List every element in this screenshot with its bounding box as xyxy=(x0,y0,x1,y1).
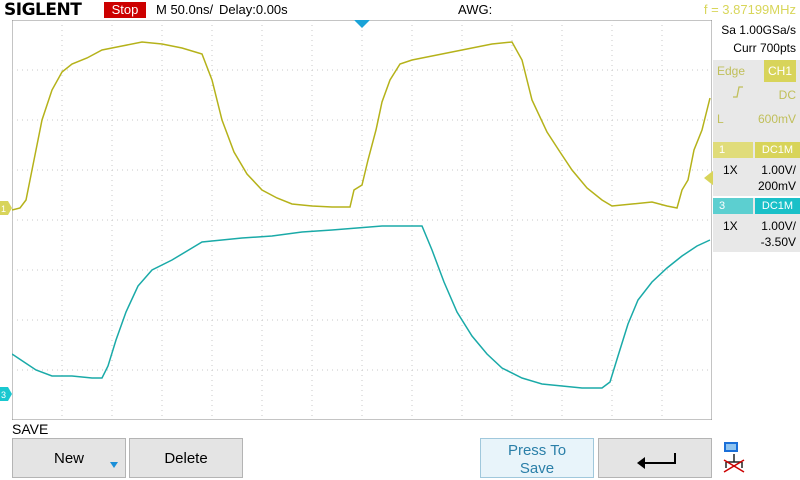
new-button[interactable]: New xyxy=(12,438,126,478)
brand-logo: SIGLENT xyxy=(4,0,82,20)
ch1-ground-marker[interactable]: 1 xyxy=(0,201,12,215)
ch3-coupling: DC1M xyxy=(755,198,800,214)
rising-edge-icon xyxy=(733,84,743,106)
trigger-source: CH1 xyxy=(763,60,796,82)
ch1-waveform xyxy=(12,41,711,211)
side-panel: Sa 1.00GSa/s Curr 700pts Edge CH1 DC L 6… xyxy=(713,20,800,420)
ch3-info[interactable]: 3 DC1M 1X 1.00V/ -3.50V xyxy=(713,198,800,252)
back-button[interactable] xyxy=(598,438,712,478)
svg-text:3: 3 xyxy=(1,390,6,400)
awg-readout: AWG: xyxy=(458,2,493,17)
ch3-waveform xyxy=(12,225,711,389)
delete-label: Delete xyxy=(164,450,208,467)
ch1-coupling: DC1M xyxy=(755,142,800,158)
trigger-type: Edge xyxy=(717,64,746,78)
press-to-save-line1: Press To xyxy=(507,442,567,459)
trigger-panel[interactable]: Edge CH1 DC L 600mV xyxy=(713,60,800,152)
press-to-save-button[interactable]: Press To Save xyxy=(480,438,594,478)
ch1-offset: 200mV xyxy=(757,179,796,193)
ch1-probe: 1X xyxy=(723,163,738,177)
trigger-level-marker[interactable] xyxy=(704,170,714,186)
trigger-coupling: DC xyxy=(778,88,796,102)
waveform-display[interactable] xyxy=(12,20,712,420)
top-status-bar: SIGLENT Stop M 50.0ns/ Delay:0.00s AWG: … xyxy=(0,0,800,20)
run-stop-status[interactable]: Stop xyxy=(104,2,146,18)
trigger-position-marker[interactable] xyxy=(354,20,370,28)
ch3-offset: -3.50V xyxy=(760,235,796,249)
return-arrow-icon xyxy=(637,453,676,469)
new-label: New xyxy=(53,450,84,467)
svg-text:1: 1 xyxy=(1,204,6,214)
ch1-info[interactable]: 1 DC1M 1X 1.00V/ 200mV xyxy=(713,142,800,196)
ch3-probe: 1X xyxy=(723,219,738,233)
menu-title: SAVE xyxy=(12,421,49,437)
lan-icon xyxy=(723,442,745,473)
trigger-level-label: L xyxy=(717,112,724,126)
trigger-level: 600mV xyxy=(757,112,796,126)
delay-readout[interactable]: Delay:0.00s xyxy=(219,2,288,17)
frequency-readout: f = 3.87199MHz xyxy=(703,2,796,17)
sample-rate: Sa 1.00GSa/s xyxy=(721,23,796,37)
timebase-readout[interactable]: M 50.0ns/ xyxy=(156,2,214,17)
press-to-save-line2: Save xyxy=(519,460,555,477)
ch1-scale: 1.00V/ xyxy=(761,163,796,177)
down-arrow-icon xyxy=(110,462,118,468)
ch3-ground-marker[interactable]: 3 xyxy=(0,387,12,401)
ch3-scale: 1.00V/ xyxy=(761,219,796,233)
ch3-number: 3 xyxy=(713,198,753,214)
memory-depth: Curr 700pts xyxy=(733,41,796,55)
ch1-number: 1 xyxy=(713,142,753,158)
delete-button[interactable]: Delete xyxy=(129,438,243,478)
